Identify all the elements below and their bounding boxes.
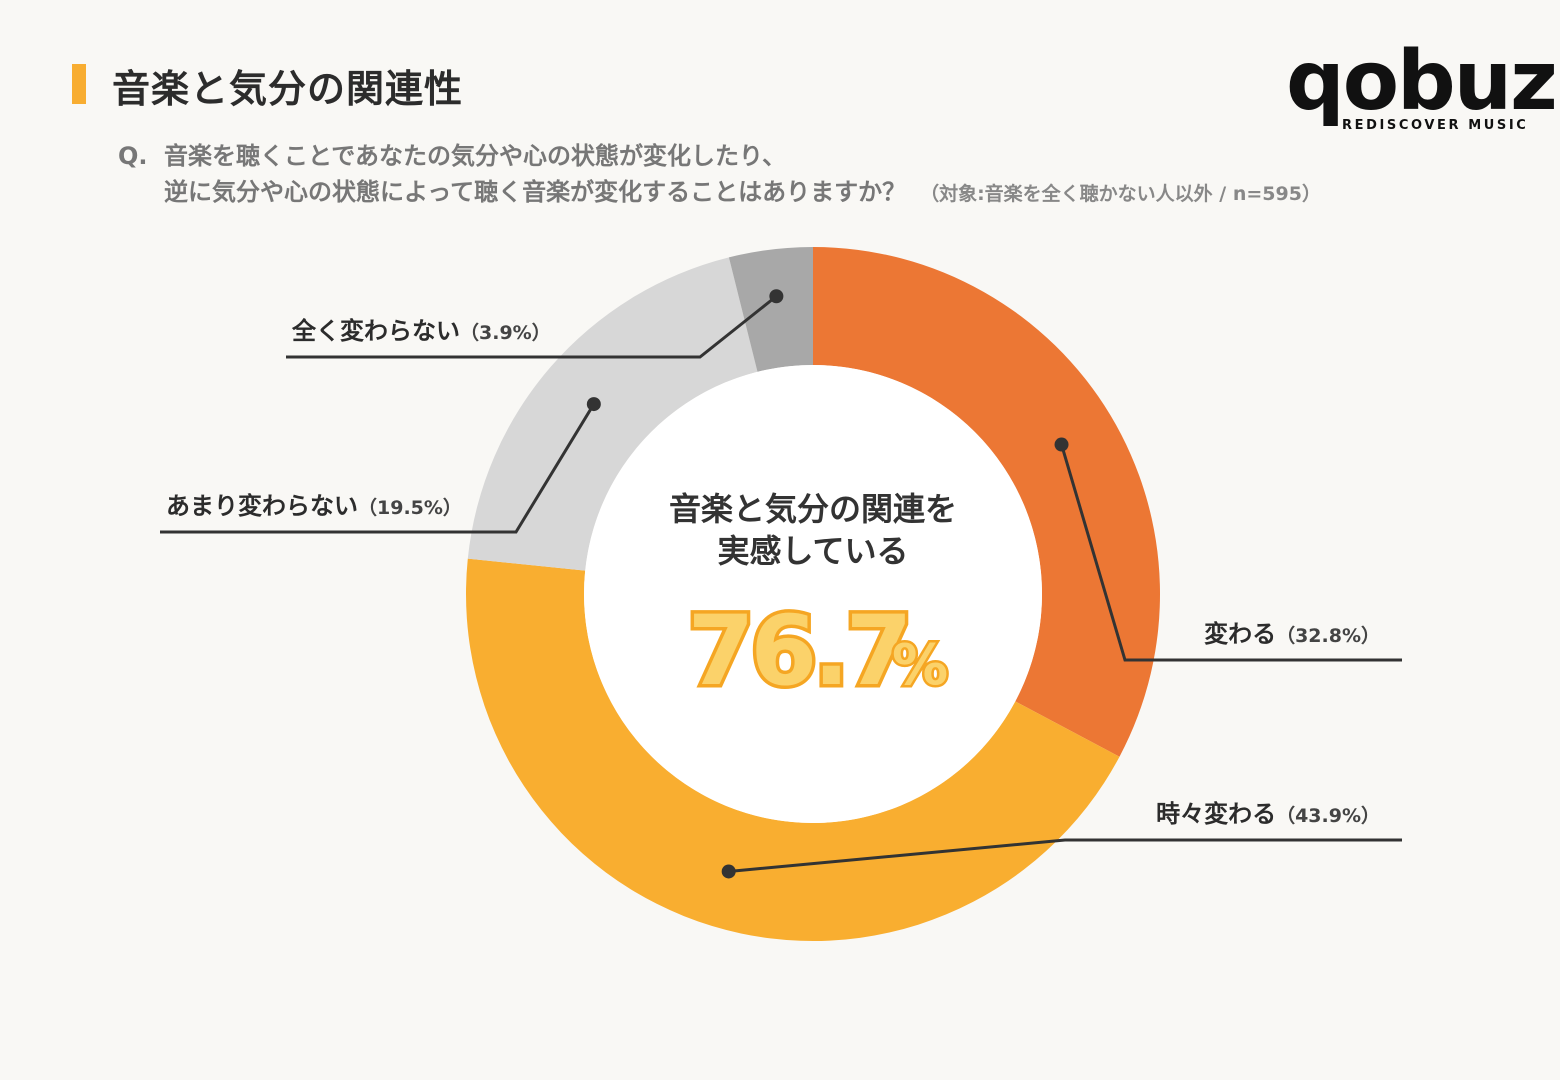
- survey-question: Q. 音楽を聴くことであなたの気分や心の状態が変化したり、 逆に気分や心の状態によ…: [118, 138, 1321, 212]
- slice-value-4: （3.9%）: [460, 321, 551, 344]
- slice-category-4: 全く変わらない: [291, 317, 460, 345]
- slice-value-2: （43.9%）: [1276, 804, 1380, 827]
- leader-dot-3: [586, 397, 601, 412]
- leader-dot-2: [721, 864, 736, 879]
- slice-category-3: あまり変わらない: [166, 492, 358, 520]
- leader-line-3: [160, 403, 596, 534]
- question-prefix: Q.: [118, 142, 148, 170]
- center-line-2: 実感している: [717, 532, 908, 570]
- center-line-1: 音楽と気分の関連を: [669, 490, 957, 528]
- leader-line-4: [286, 295, 778, 359]
- donut-center: [584, 365, 1042, 823]
- slice-label-2: 時々変わる（43.9%）: [1156, 800, 1380, 828]
- logo-wordmark: qobuz: [1286, 34, 1558, 129]
- slice-category-2: 時々変わる: [1156, 800, 1276, 828]
- donut-slice-2: [465, 558, 1120, 942]
- center-value: 76.7: [688, 595, 909, 707]
- page-title: 音楽と気分の関連性: [112, 67, 464, 111]
- question-line-2: 逆に気分や心の状態によって聴く音楽が変化することはありますか？: [164, 178, 907, 206]
- qobuz-logo: qobuz REDISCOVER MUSIC: [1286, 34, 1558, 134]
- donut-slice-4: [728, 247, 813, 372]
- leader-dot-4: [769, 289, 784, 304]
- question-note: （対象:音楽を全く聴かない人以外 / n=595）: [920, 183, 1321, 205]
- slice-value-1: （32.8%）: [1276, 624, 1380, 647]
- slice-category-1: 変わる: [1204, 620, 1276, 648]
- slice-label-3: あまり変わらない（19.5%）: [166, 492, 462, 520]
- question-line-1: 音楽を聴くことであなたの気分や心の状態が変化したり、: [164, 142, 787, 170]
- leader-line-1: [1060, 444, 1402, 662]
- slice-value-3: （19.5%）: [358, 496, 462, 519]
- title-accent-bar: [72, 64, 86, 104]
- logo-tagline: REDISCOVER MUSIC: [1342, 118, 1529, 133]
- slice-label-4: 全く変わらない（3.9%）: [291, 317, 551, 345]
- slice-label-1: 変わる（32.8%）: [1204, 620, 1380, 648]
- center-unit: %: [892, 633, 948, 698]
- donut-slice-1: [813, 247, 1160, 757]
- leader-line-2: [728, 838, 1402, 873]
- leader-dot-1: [1054, 437, 1069, 452]
